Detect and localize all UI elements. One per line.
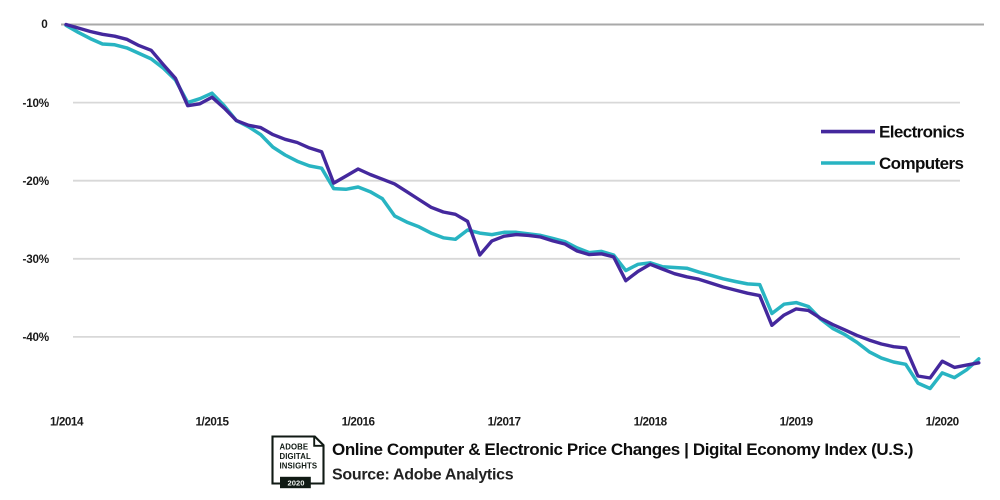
svg-text:-30%: -30% xyxy=(23,253,50,266)
svg-text:1/2020: 1/2020 xyxy=(926,416,960,429)
svg-text:1/2016: 1/2016 xyxy=(342,416,376,429)
svg-text:Online Computer & Electronic P: Online Computer & Electronic Price Chang… xyxy=(332,440,913,459)
svg-text:1/2017: 1/2017 xyxy=(488,416,521,429)
svg-text:1/2019: 1/2019 xyxy=(780,416,814,429)
svg-text:Source: Adobe Analytics: Source: Adobe Analytics xyxy=(332,467,514,484)
svg-text:ADOBE: ADOBE xyxy=(280,442,309,451)
svg-text:-20%: -20% xyxy=(23,175,50,188)
svg-text:Electronics: Electronics xyxy=(879,122,964,141)
svg-text:-40%: -40% xyxy=(23,331,50,344)
svg-text:INSIGHTS: INSIGHTS xyxy=(280,462,318,471)
svg-text:1/2015: 1/2015 xyxy=(195,416,229,429)
svg-text:1/2014: 1/2014 xyxy=(50,416,84,429)
svg-text:1/2018: 1/2018 xyxy=(634,416,668,429)
svg-text:-10%: -10% xyxy=(23,97,50,110)
svg-text:2020: 2020 xyxy=(288,478,305,487)
svg-text:DIGITAL: DIGITAL xyxy=(280,452,311,461)
svg-text:0: 0 xyxy=(41,18,48,31)
svg-text:Computers: Computers xyxy=(879,154,963,173)
